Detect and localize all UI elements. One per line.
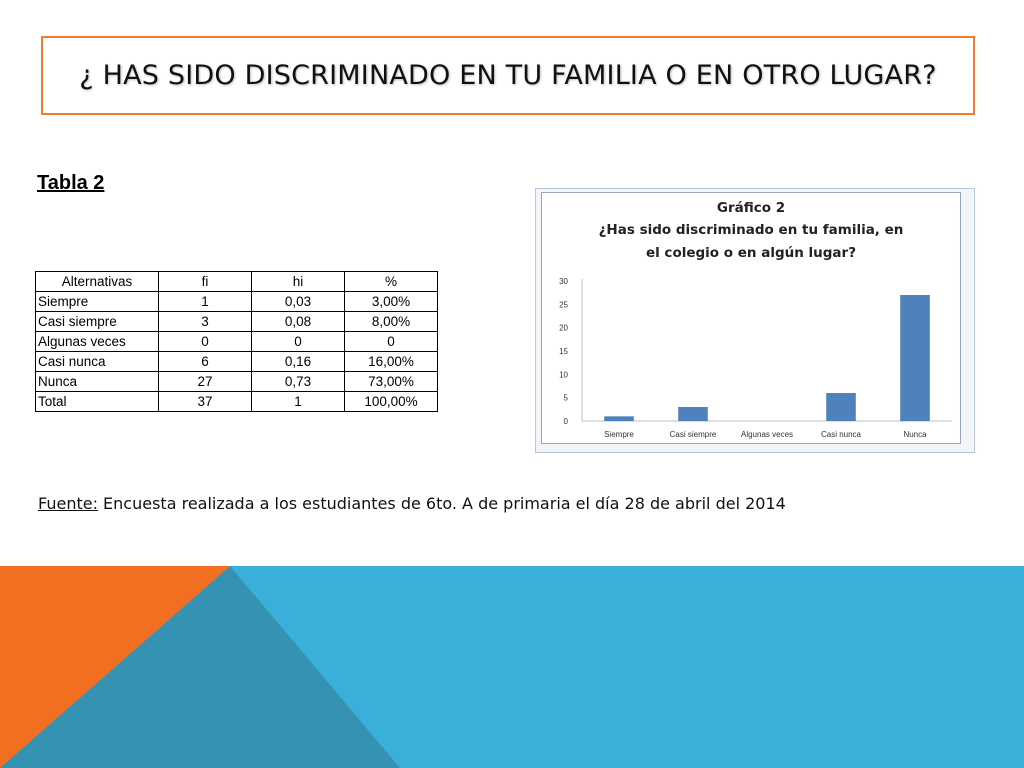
cell-hi: 0,08 [251,311,345,332]
cell-hi: 0,16 [251,351,345,372]
table-row-total: Total 37 1 100,00% [35,391,438,412]
cell-alternative: Total [35,391,159,412]
cell-percent: 73,00% [344,371,438,392]
x-category-label: Siempre [604,430,634,439]
cell-percent: 0 [344,331,438,352]
cell-percent: 100,00% [344,391,438,412]
chart-frame: Gráfico 2 ¿Has sido discriminado en tu f… [535,188,975,453]
cell-percent: 3,00% [344,291,438,312]
teal-triangle [0,566,400,768]
chart-area: Gráfico 2 ¿Has sido discriminado en tu f… [541,192,961,444]
cell-fi: 0 [158,331,252,352]
y-tick-label: 30 [559,277,568,286]
table-row: Casi nunca 6 0,16 16,00% [35,351,438,372]
source-label: Fuente: [38,494,98,513]
table-header-row: Alternativas fi hi % [35,271,438,292]
orange-triangle [0,566,230,768]
table-row: Nunca 27 0,73 73,00% [35,371,438,392]
slide-title: ¿ HAS SIDO DISCRIMINADO EN TU FAMILIA O … [79,60,937,91]
source-text: Encuesta realizada a los estudiantes de … [97,494,786,513]
y-tick-label: 10 [559,370,568,379]
title-box: ¿ HAS SIDO DISCRIMINADO EN TU FAMILIA O … [41,36,975,115]
table-row: Algunas veces 0 0 0 [35,331,438,352]
chart-title-line-2: ¿Has sido discriminado en tu familia, en [598,222,904,238]
cell-fi: 37 [158,391,252,412]
chart-title-line-3: el colegio o en algún lugar? [645,245,857,261]
y-tick-label: 25 [559,300,568,309]
cell-percent: 8,00% [344,311,438,332]
y-tick-label: 0 [564,417,569,426]
cell-percent: 16,00% [344,351,438,372]
header-alternativas: Alternativas [35,271,159,292]
cell-hi: 0 [251,331,345,352]
x-category-label: Casi siempre [670,430,717,439]
cell-hi: 0,03 [251,291,345,312]
table-row: Siempre 1 0,03 3,00% [35,291,438,312]
cell-fi: 27 [158,371,252,392]
table-row: Casi siempre 3 0,08 8,00% [35,311,438,332]
bar [678,407,708,421]
source-note: Fuente: Encuesta realizada a los estudia… [38,494,786,513]
cell-hi: 0,73 [251,371,345,392]
chart-title-line-1: Gráfico 2 [716,200,786,216]
header-fi: fi [158,271,252,292]
cell-alternative: Algunas veces [35,331,159,352]
table-title: Tabla 2 [37,172,105,194]
header-percent: % [344,271,438,292]
cell-hi: 1 [251,391,345,412]
bar-chart: 0 5 10 15 20 25 30 Siempre Casi siempre Algunas v… [559,277,952,439]
cell-alternative: Casi nunca [35,351,159,372]
cell-alternative: Casi siempre [35,311,159,332]
cell-fi: 1 [158,291,252,312]
x-category-label: Casi nunca [821,430,862,439]
cell-alternative: Siempre [35,291,159,312]
bar [604,416,634,421]
y-tick-label: 5 [564,394,569,403]
cell-fi: 3 [158,311,252,332]
y-tick-label: 20 [559,324,568,333]
cell-fi: 6 [158,351,252,372]
x-category-label: Nunca [903,430,927,439]
x-category-label: Algunas veces [741,430,793,439]
blue-band [0,566,1024,768]
header-hi: hi [251,271,345,292]
cell-alternative: Nunca [35,371,159,392]
y-tick-label: 15 [559,347,568,356]
bar [826,393,856,421]
bar [900,295,930,421]
frequency-table: Alternativas fi hi % Siempre 1 0,03 3,00… [35,271,438,412]
